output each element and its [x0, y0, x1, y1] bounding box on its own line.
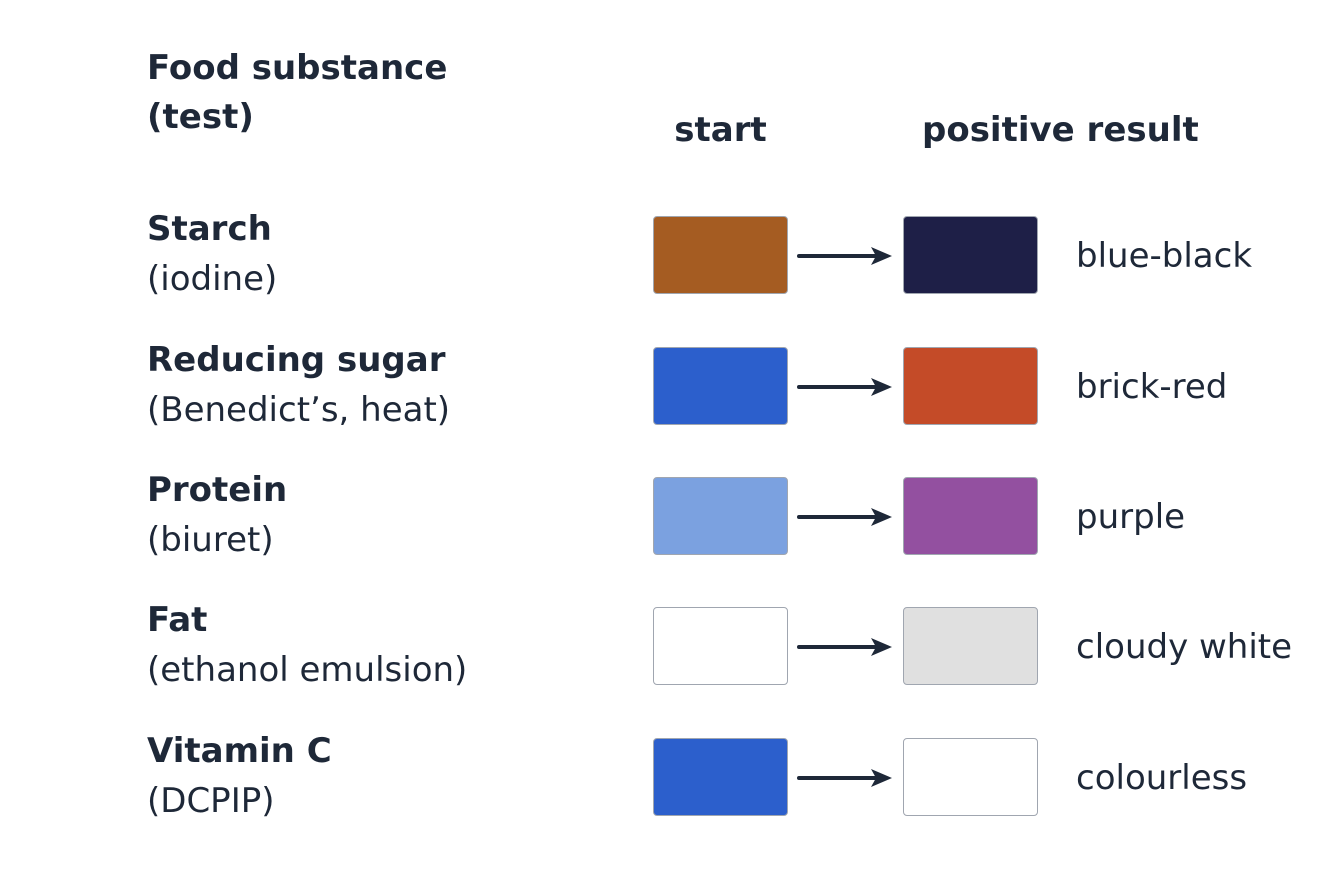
substance-label: Vitamin C [147, 731, 332, 771]
test-reagent-label: (biuret) [147, 520, 274, 560]
result-color-label: purple [1076, 497, 1186, 537]
arrow-right-icon [797, 508, 892, 526]
result-color-label: blue-black [1076, 236, 1253, 276]
start-color-swatch [653, 347, 788, 425]
result-color-label: brick-red [1076, 367, 1228, 407]
substance-label: Protein [147, 470, 288, 510]
substance-label: Fat [147, 600, 208, 640]
arrow-right-icon [797, 378, 892, 396]
start-color-swatch [653, 216, 788, 294]
result-color-swatch [903, 216, 1038, 294]
food-test-row: Protein (biuret) purple [0, 470, 1339, 560]
food-test-row: Vitamin C (DCPIP) colourless [0, 731, 1339, 821]
result-color-swatch [903, 477, 1038, 555]
result-color-label: cloudy white [1076, 627, 1293, 667]
test-reagent-label: (Benedict’s, heat) [147, 390, 451, 430]
food-test-row: Reducing sugar (Benedict’s, heat) brick-… [0, 340, 1339, 430]
start-color-swatch [653, 477, 788, 555]
food-test-row: Fat (ethanol emulsion) cloudy white [0, 600, 1339, 690]
result-color-swatch [903, 738, 1038, 816]
test-reagent-label: (DCPIP) [147, 781, 275, 821]
food-substance-name: Protein (biuret) [147, 465, 287, 565]
test-reagent-label: (ethanol emulsion) [147, 650, 468, 690]
start-color-swatch [653, 738, 788, 816]
food-test-row: Starch (iodine) blue-black [0, 209, 1339, 299]
arrow-right-icon [797, 247, 892, 265]
arrow-right-icon [797, 769, 892, 787]
result-color-swatch [903, 347, 1038, 425]
arrow-right-icon [797, 638, 892, 656]
substance-label: Starch [147, 209, 272, 249]
food-substance-header-line1: Food substance [147, 48, 448, 88]
positive-result-column-header: positive result [922, 110, 1199, 150]
test-reagent-label: (iodine) [147, 259, 278, 299]
substance-label: Reducing sugar [147, 340, 446, 380]
food-substance-name: Fat (ethanol emulsion) [147, 595, 467, 695]
result-color-swatch [903, 607, 1038, 685]
start-color-swatch [653, 607, 788, 685]
food-substance-name: Reducing sugar (Benedict’s, heat) [147, 335, 450, 435]
start-column-header: start [674, 110, 767, 150]
food-substance-header-line2: (test) [147, 97, 254, 137]
food-substance-header: Food substance (test) [147, 44, 447, 142]
result-color-label: colourless [1076, 758, 1248, 798]
food-substance-name: Starch (iodine) [147, 204, 277, 304]
food-substance-name: Vitamin C (DCPIP) [147, 726, 332, 826]
